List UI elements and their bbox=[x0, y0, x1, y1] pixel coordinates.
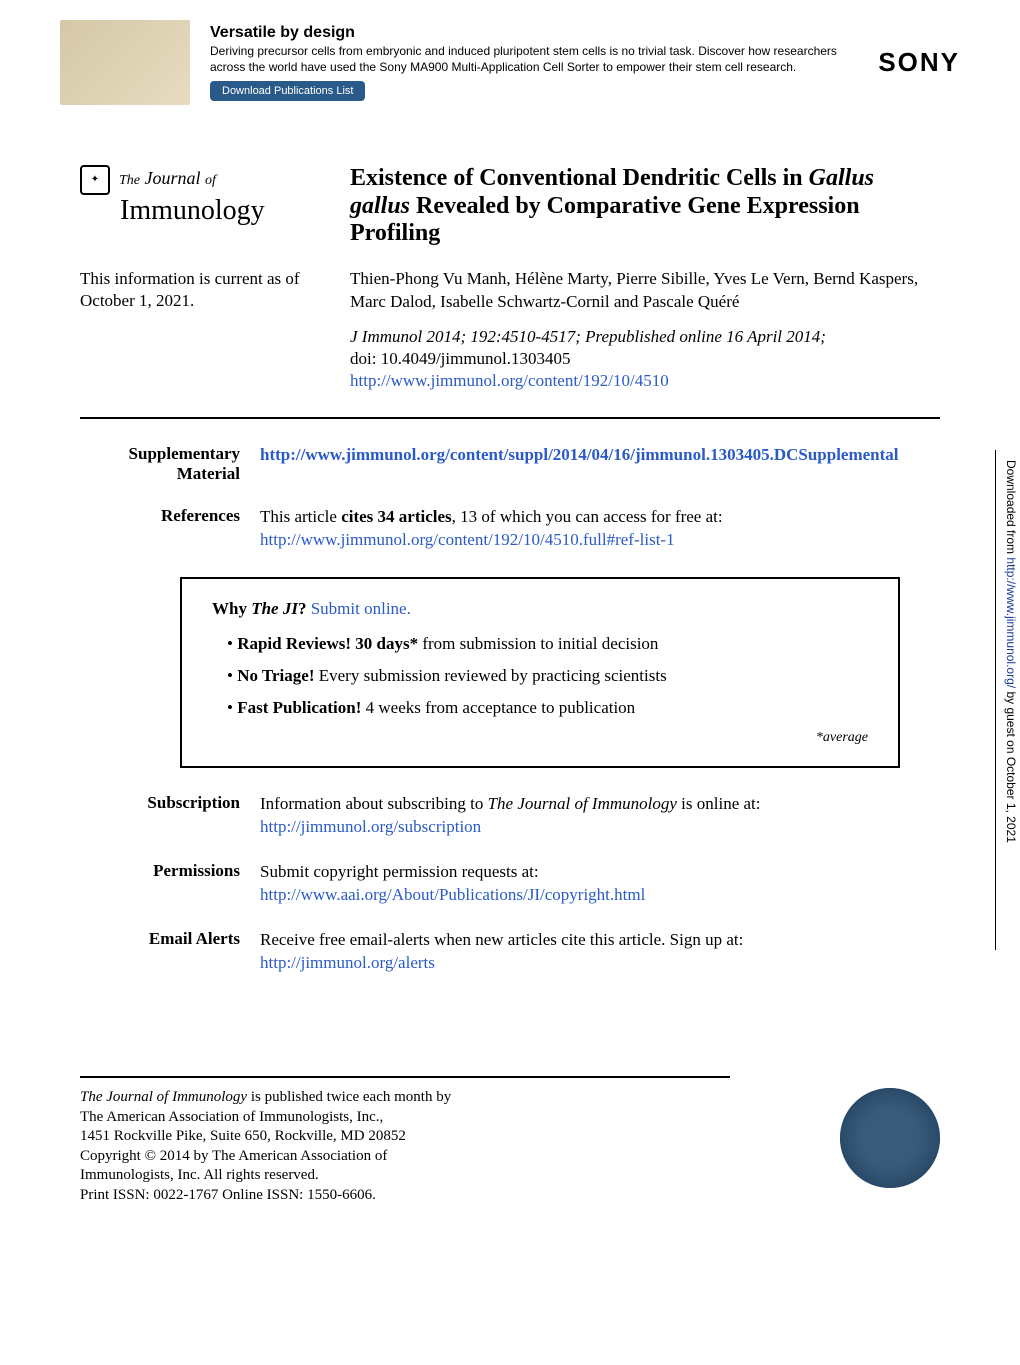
why-footnote: *average bbox=[212, 730, 868, 746]
supplementary-link[interactable]: http://www.jimmunol.org/content/suppl/20… bbox=[260, 445, 899, 464]
permissions-text: Submit copyright permission requests at: bbox=[260, 862, 539, 881]
subscription-row: Subscription Information about subscribi… bbox=[80, 793, 940, 839]
ad-text-block: Versatile by design Deriving precursor c… bbox=[210, 24, 848, 101]
ad-banner: Versatile by design Deriving precursor c… bbox=[0, 0, 1020, 125]
side-tab-suffix: by guest on October 1, 2021 bbox=[1004, 688, 1018, 843]
email-alerts-row: Email Alerts Receive free email-alerts w… bbox=[80, 929, 940, 975]
ad-image bbox=[60, 20, 190, 105]
article-meta-right: Thien-Phong Vu Manh, Hélène Marty, Pierr… bbox=[350, 268, 940, 392]
permissions-row: Permissions Submit copyright permission … bbox=[80, 861, 940, 907]
citation: J Immunol 2014; 192:4510-4517; Prepublis… bbox=[350, 326, 940, 392]
sony-logo: SONY bbox=[878, 47, 960, 78]
supplementary-value: http://www.jimmunol.org/content/suppl/20… bbox=[260, 444, 940, 484]
permissions-value: Submit copyright permission requests at:… bbox=[260, 861, 940, 907]
ad-title: Versatile by design bbox=[210, 24, 848, 42]
references-link[interactable]: http://www.jimmunol.org/content/192/10/4… bbox=[260, 530, 675, 549]
why-item-3: Fast Publication! 4 weeks from acceptanc… bbox=[227, 698, 868, 718]
side-tab-prefix: Downloaded from bbox=[1004, 460, 1018, 557]
footer: The Journal of Immunology is published t… bbox=[0, 1088, 1020, 1235]
why-item-1: Rapid Reviews! 30 days* from submission … bbox=[227, 634, 868, 654]
subscription-label: Subscription bbox=[80, 793, 260, 839]
why-list: Rapid Reviews! 30 days* from submission … bbox=[212, 634, 868, 718]
info-row: This information is current as of Octobe… bbox=[80, 268, 940, 392]
subscription-link[interactable]: http://jimmunol.org/subscription bbox=[260, 817, 481, 836]
why-item-2: No Triage! Every submission reviewed by … bbox=[227, 666, 868, 686]
email-alerts-link[interactable]: http://jimmunol.org/alerts bbox=[260, 953, 435, 972]
email-alerts-label: Email Alerts bbox=[80, 929, 260, 975]
references-bold: cites 34 articles bbox=[341, 507, 451, 526]
references-row: References This article cites 34 article… bbox=[80, 506, 940, 552]
aai-seal-icon bbox=[840, 1088, 940, 1188]
footer-divider bbox=[80, 1076, 730, 1078]
current-as-of: This information is current as of Octobe… bbox=[80, 268, 350, 392]
subscription-text: Information about subscribing to The Jou… bbox=[260, 794, 761, 813]
footer-text: The Journal of Immunology is published t… bbox=[80, 1088, 810, 1205]
why-title: Why The JI? Submit online. bbox=[212, 599, 868, 619]
citation-line: J Immunol 2014; 192:4510-4517; Prepublis… bbox=[350, 327, 826, 346]
authors: Thien-Phong Vu Manh, Hélène Marty, Pierr… bbox=[350, 268, 940, 314]
article-title-block: Existence of Conventional Dendritic Cell… bbox=[350, 165, 940, 248]
supplementary-row: Supplementary Material http://www.jimmun… bbox=[80, 444, 940, 484]
email-alerts-text: Receive free email-alerts when new artic… bbox=[260, 930, 743, 949]
email-alerts-value: Receive free email-alerts when new artic… bbox=[260, 929, 940, 975]
submit-online-link[interactable]: Submit online. bbox=[311, 599, 411, 618]
references-label: References bbox=[80, 506, 260, 552]
article-title: Existence of Conventional Dendritic Cell… bbox=[350, 165, 940, 248]
ad-description: Deriving precursor cells from embryonic … bbox=[210, 44, 848, 75]
download-publications-button[interactable]: Download Publications List bbox=[210, 81, 365, 101]
journal-logo: ✦ The Journal of Immunology bbox=[80, 165, 350, 248]
header-row: ✦ The Journal of Immunology Existence of… bbox=[80, 165, 940, 248]
article-url-link[interactable]: http://www.jimmunol.org/content/192/10/4… bbox=[350, 371, 669, 390]
permissions-label: Permissions bbox=[80, 861, 260, 907]
references-suffix: , 13 of which you can access for free at… bbox=[452, 507, 723, 526]
references-value: This article cites 34 articles, 13 of wh… bbox=[260, 506, 940, 552]
divider bbox=[80, 417, 940, 419]
references-prefix: This article bbox=[260, 507, 341, 526]
supplementary-label: Supplementary Material bbox=[80, 444, 260, 484]
journal-logo-line1: The Journal of bbox=[119, 168, 216, 188]
permissions-link[interactable]: http://www.aai.org/About/Publications/JI… bbox=[260, 885, 645, 904]
side-tab-link[interactable]: http://www.jimmunol.org/ bbox=[1004, 557, 1018, 688]
doi: doi: 10.4049/jimmunol.1303405 bbox=[350, 349, 571, 368]
subscription-value: Information about subscribing to The Jou… bbox=[260, 793, 940, 839]
why-ji-box: Why The JI? Submit online. Rapid Reviews… bbox=[180, 577, 900, 768]
journal-logo-line2: Immunology bbox=[80, 195, 350, 227]
download-side-tab: Downloaded from http://www.jimmunol.org/… bbox=[995, 450, 1020, 950]
journal-seal-icon: ✦ bbox=[80, 165, 110, 195]
